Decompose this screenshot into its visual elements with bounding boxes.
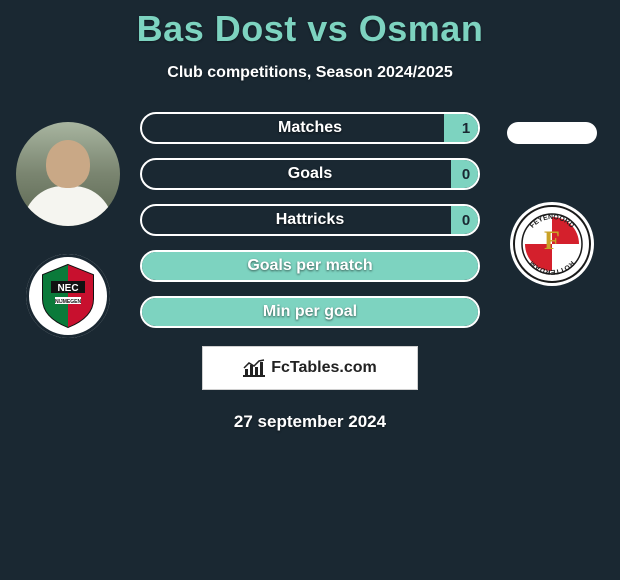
brand-footer: FcTables.com [202,346,418,390]
svg-text:NIJMEGEN: NIJMEGEN [55,299,82,305]
stat-row: Goals0 [140,158,480,190]
stat-row: Min per goal [140,296,480,328]
stat-value-right: 0 [450,156,482,192]
stat-label: Matches [140,112,480,144]
chart-icon [243,359,265,377]
stats-bars: Matches1Goals0Hattricks0Goals per matchM… [140,112,480,328]
nec-crest-icon: NEC NIJMEGEN [33,261,103,331]
svg-text:NEC: NEC [57,283,78,294]
stat-label: Goals per match [140,250,480,282]
page-title: Bas Dost vs Osman [0,8,620,50]
right-player-placeholder [507,122,597,144]
stat-row: Hattricks0 [140,204,480,236]
right-club-badge: F FEYENOORD ROTTERDAM [510,202,594,286]
stat-value-right: 0 [450,202,482,238]
feyenoord-crest-icon: F FEYENOORD ROTTERDAM [513,205,591,283]
date-line: 27 september 2024 [0,412,620,432]
brand-text: FcTables.com [271,359,377,377]
svg-text:F: F [544,226,560,255]
stat-row: Matches1 [140,112,480,144]
stat-label: Goals [140,158,480,190]
left-club-badge: NEC NIJMEGEN [26,254,110,338]
stat-label: Hattricks [140,204,480,236]
stat-value-right: 1 [450,110,482,146]
stat-label: Min per goal [140,296,480,328]
subtitle: Club competitions, Season 2024/2025 [0,64,620,82]
stat-row: Goals per match [140,250,480,282]
left-player-photo [16,122,120,226]
